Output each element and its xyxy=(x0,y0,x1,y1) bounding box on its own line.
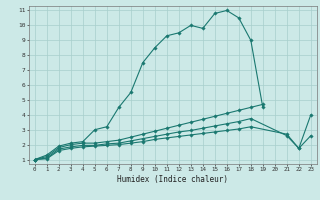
X-axis label: Humidex (Indice chaleur): Humidex (Indice chaleur) xyxy=(117,175,228,184)
